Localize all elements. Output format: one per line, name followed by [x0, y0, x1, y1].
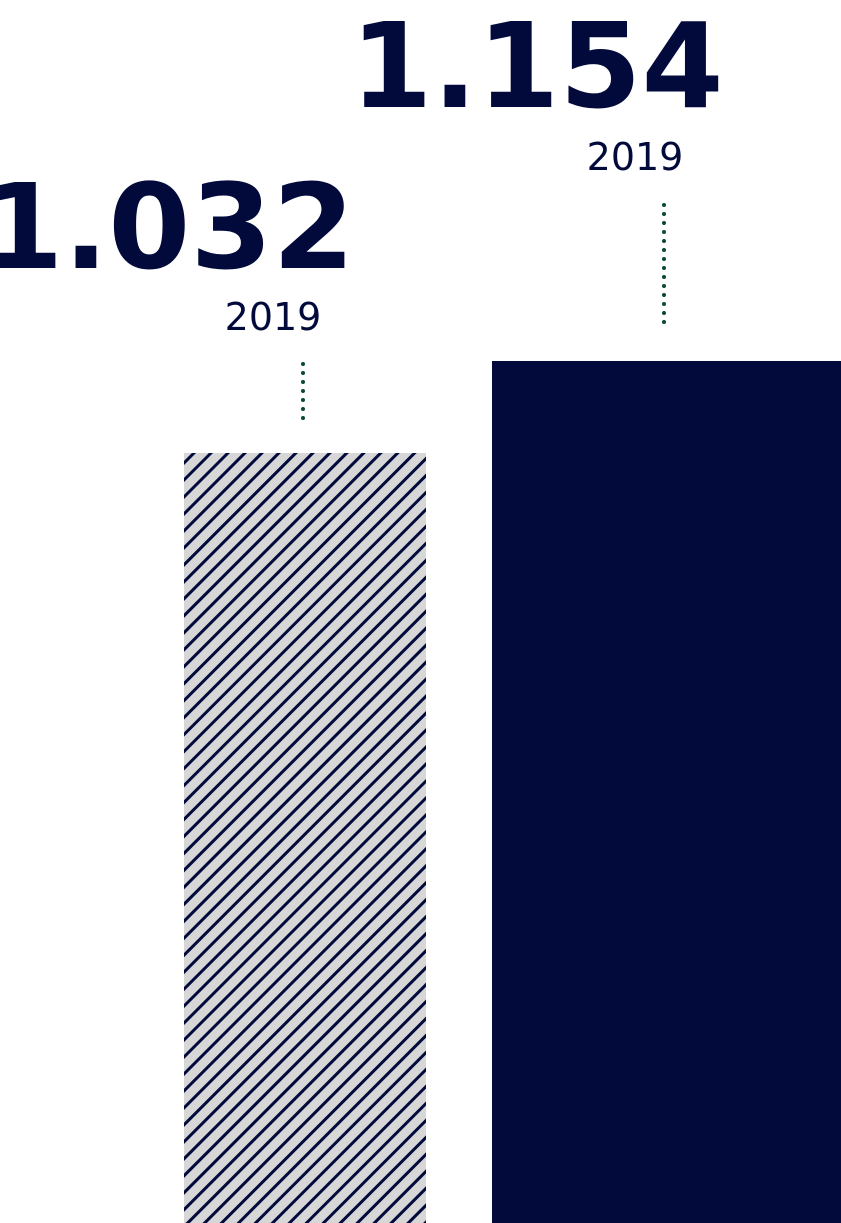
bar-category-label-1: 2019	[225, 295, 322, 339]
bar-2	[492, 361, 841, 1223]
bar-value-label-1: 1.032	[0, 158, 355, 296]
bars-layer	[184, 361, 841, 1223]
bar-value-label-2: 1.154	[350, 0, 723, 135]
bar-category-label-2: 2019	[587, 135, 684, 179]
bar-1	[184, 453, 426, 1223]
